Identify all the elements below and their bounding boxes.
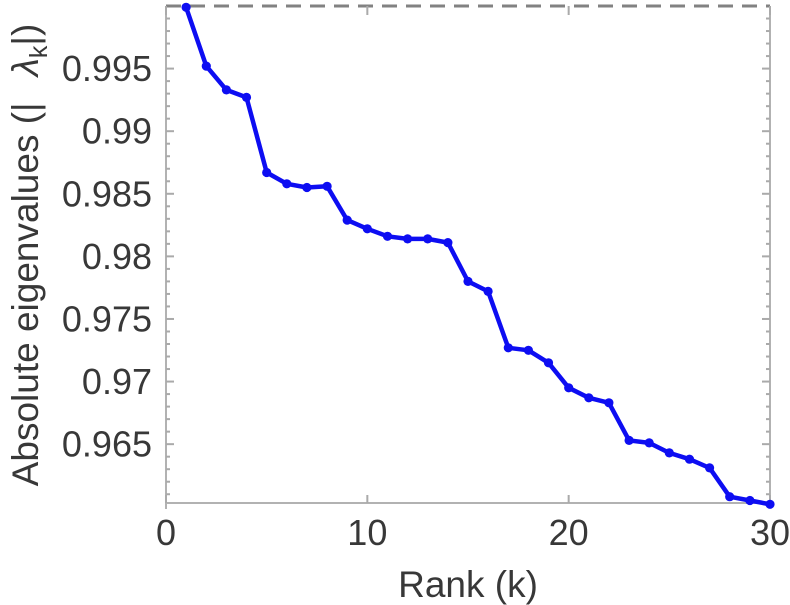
data-point-marker xyxy=(684,454,695,464)
data-point-marker xyxy=(201,61,211,71)
data-point-marker xyxy=(725,492,735,502)
data-point-marker xyxy=(483,286,493,296)
data-point-marker xyxy=(503,343,513,353)
data-point-marker xyxy=(382,231,393,241)
data-point-marker xyxy=(664,448,674,458)
y-tick-label: 0.98 xyxy=(82,236,152,277)
y-tick-label: 0.99 xyxy=(82,111,152,152)
data-point-marker xyxy=(322,181,332,191)
data-point-marker xyxy=(564,383,574,393)
data-point-marker xyxy=(765,499,775,509)
lambda-subscript: k xyxy=(25,45,53,59)
data-point-marker xyxy=(302,182,312,193)
data-point-marker xyxy=(584,393,594,403)
data-point-marker xyxy=(362,224,372,234)
y-axis-label-text: Absolute eigenvalues (| xyxy=(5,102,46,487)
data-point-marker xyxy=(181,2,191,12)
data-point-marker xyxy=(745,495,755,506)
y-axis-label-suffix: |) xyxy=(5,23,46,46)
x-tick-label: 10 xyxy=(347,512,387,553)
x-axis-label: Rank (k) xyxy=(398,564,538,605)
y-tick-label: 0.985 xyxy=(62,173,152,214)
data-point-marker xyxy=(423,234,433,244)
data-point-marker xyxy=(543,358,554,368)
data-point-marker xyxy=(403,234,413,244)
x-tick-label: 0 xyxy=(156,512,176,553)
y-axis-label: Absolute eigenvalues (| λk|) xyxy=(4,0,53,535)
y-tick-label: 0.995 xyxy=(62,48,152,89)
data-point-marker xyxy=(282,179,292,189)
eigenvalue-line xyxy=(183,5,773,507)
x-tick-label: 30 xyxy=(750,512,790,553)
data-point-marker xyxy=(705,463,715,473)
data-point-marker xyxy=(342,215,352,225)
data-point-marker xyxy=(624,435,634,445)
y-tick-label: 0.97 xyxy=(82,361,152,402)
data-point-marker xyxy=(523,345,534,355)
data-point-marker xyxy=(241,92,252,102)
data-point-marker xyxy=(463,276,473,286)
data-point-marker xyxy=(262,167,272,178)
y-tick-label: 0.975 xyxy=(62,298,152,339)
lambda-symbol: λ xyxy=(5,58,46,77)
data-point-marker xyxy=(604,398,614,408)
y-tick-label: 0.965 xyxy=(62,424,152,465)
x-tick-label: 20 xyxy=(549,512,589,553)
data-point-marker xyxy=(221,85,231,95)
data-point-marker xyxy=(644,438,654,448)
data-point-marker xyxy=(443,238,453,248)
